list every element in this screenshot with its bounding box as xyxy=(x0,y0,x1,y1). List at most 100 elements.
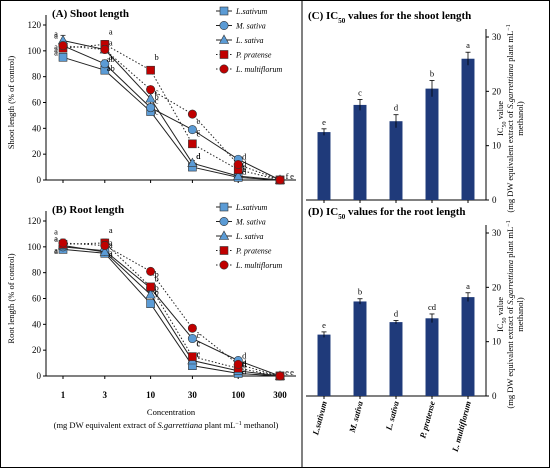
data-point xyxy=(187,125,197,135)
legend-label: L.sativum xyxy=(235,203,268,212)
y-tick-label: 60 xyxy=(32,294,42,304)
x-axis-label: Concentration xyxy=(147,407,196,417)
significance-letter: e xyxy=(242,161,246,171)
x-axis-sublabel: (mg DW equivalent extract of S.garrettia… xyxy=(54,420,279,430)
data-point xyxy=(275,371,285,381)
y-tick-label: 30 xyxy=(492,32,502,42)
series-line xyxy=(62,40,281,181)
data-point xyxy=(187,323,197,333)
significance-letter: d xyxy=(242,350,247,360)
category-label: P. pratense xyxy=(417,400,437,440)
series-msativa xyxy=(58,40,285,185)
legend-marker xyxy=(219,50,229,59)
significance-letter: d xyxy=(242,158,247,168)
significance-letter: d xyxy=(196,151,201,161)
data-point xyxy=(58,52,68,62)
y-axis-label: Shoot length (% of control) xyxy=(6,56,16,150)
significance-letter: a xyxy=(54,45,58,55)
y-axis-label: IC50 value(mg DW equivalent extract of S… xyxy=(495,24,525,212)
y-tick-label: 80 xyxy=(32,72,42,82)
significance-letter: b xyxy=(154,287,158,297)
data-point xyxy=(100,241,110,251)
x-tick-label: 300 xyxy=(273,390,287,400)
significance-letter: c xyxy=(155,87,159,97)
series-line xyxy=(62,245,281,377)
data-point xyxy=(146,299,155,308)
significance-letter: e xyxy=(242,164,246,174)
y-tick-label: 0 xyxy=(492,391,497,401)
significance-letter: e xyxy=(322,320,326,330)
significance-letter: a xyxy=(109,237,113,247)
significance-letter: c xyxy=(197,126,201,136)
legend-marker xyxy=(219,64,229,74)
data-point xyxy=(275,175,285,185)
y-tick-label: 100 xyxy=(28,242,42,252)
significance-letter: a xyxy=(54,234,58,244)
x-tick-label: 30 xyxy=(188,390,198,400)
significance-letter: c xyxy=(197,339,201,349)
y-tick-label: 80 xyxy=(32,268,42,278)
x-tick-label: 100 xyxy=(231,390,245,400)
significance-letter: c xyxy=(155,107,159,117)
significance-letter: e xyxy=(290,367,294,377)
y-tick-label: 40 xyxy=(32,123,42,133)
significance-letter: b xyxy=(430,68,434,78)
y-tick-label: 10 xyxy=(492,141,502,151)
y-tick-label: 0 xyxy=(492,195,497,205)
legend-label: P. pratense xyxy=(235,51,272,60)
legend-label: L.sativum xyxy=(235,7,268,16)
panel-title: (A) Shoot length xyxy=(52,8,129,20)
series-ppratense xyxy=(58,40,285,185)
y-tick-label: 0 xyxy=(37,175,42,185)
bar xyxy=(353,104,367,200)
series-line xyxy=(62,242,281,377)
significance-letter: d xyxy=(394,103,399,113)
legend-marker xyxy=(219,20,229,30)
significance-letter: d xyxy=(242,167,247,177)
significance-letter: a xyxy=(109,250,113,260)
data-point xyxy=(188,352,197,361)
bar xyxy=(461,297,475,396)
significance-letter: e xyxy=(290,171,294,181)
data-point xyxy=(146,282,155,292)
significance-letter: ab xyxy=(107,63,115,73)
significance-letter: b xyxy=(154,92,158,102)
legend-label: L. sativa xyxy=(235,36,264,45)
legend-label: M. sativa xyxy=(235,22,266,31)
bar xyxy=(461,58,475,200)
significance-letter: ab xyxy=(107,54,115,64)
y-tick-label: 60 xyxy=(32,98,42,108)
significance-letter: a xyxy=(466,281,470,291)
panel-title: (B) Root length xyxy=(52,204,124,216)
significance-letter: a xyxy=(109,248,113,258)
significance-letter: d xyxy=(242,357,247,367)
y-tick-label: 30 xyxy=(492,228,502,238)
y-tick-label: 20 xyxy=(492,86,502,96)
series-lmultiflorum xyxy=(58,41,285,185)
y-tick-label: 20 xyxy=(32,149,42,159)
series-lmultiflorum xyxy=(58,238,285,381)
significance-letter: a xyxy=(54,29,58,39)
significance-letter: e xyxy=(285,367,289,377)
data-point xyxy=(187,109,197,119)
y-tick-label: 120 xyxy=(28,20,42,30)
significance-letter: c xyxy=(197,349,201,359)
significance-letter: a xyxy=(466,40,470,50)
significance-letter: e xyxy=(322,117,326,127)
significance-letter: d xyxy=(242,366,247,376)
legend-label: L. sativa xyxy=(235,232,264,241)
legend-marker xyxy=(219,6,229,16)
x-tick-label: 3 xyxy=(103,390,108,400)
y-tick-label: 20 xyxy=(32,345,42,355)
panel-title: (D) IC50 values for the root length xyxy=(308,206,466,221)
significance-letter: c xyxy=(155,96,159,106)
series-line xyxy=(62,45,281,181)
data-point xyxy=(233,170,244,180)
legend-marker xyxy=(219,202,229,212)
significance-letter: d xyxy=(242,152,247,162)
legend-marker xyxy=(218,230,230,240)
significance-letter: d xyxy=(394,308,399,318)
y-tick-label: 20 xyxy=(492,282,502,292)
legend-label: L. multiflorum xyxy=(235,261,282,270)
